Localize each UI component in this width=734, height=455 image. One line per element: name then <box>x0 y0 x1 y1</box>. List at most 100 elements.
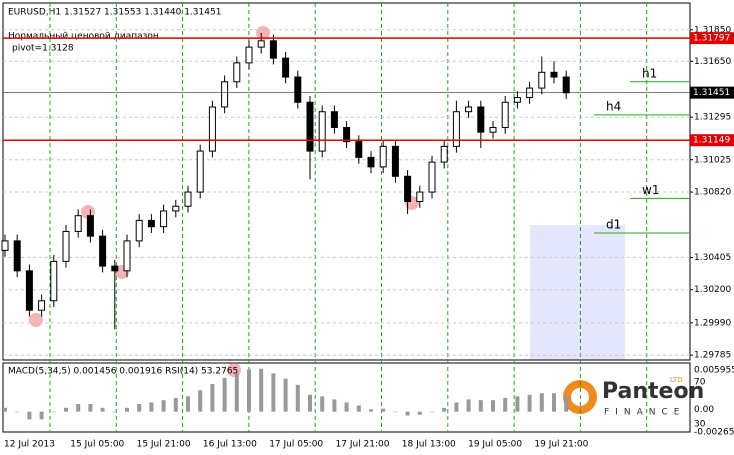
macd-bar <box>478 400 483 412</box>
macd-bar <box>491 400 495 412</box>
candle-body <box>355 141 363 158</box>
macd-bar <box>417 411 422 415</box>
candle-body <box>221 81 229 108</box>
macd-bar <box>3 407 7 412</box>
candle-body <box>477 106 485 133</box>
macd-bar <box>283 378 288 412</box>
macd-bar <box>112 411 117 413</box>
x-tick-label: 17 Jul 05:00 <box>269 440 323 450</box>
candle-body <box>501 101 509 128</box>
macd-bar <box>295 384 300 412</box>
indicator-axis-label: 0.005955 <box>694 366 734 376</box>
candle-body <box>294 76 302 103</box>
candle-body <box>452 111 460 147</box>
macd-bar <box>88 404 93 412</box>
macd-bar <box>27 411 32 420</box>
y-tick-label: 1.29785 <box>694 351 731 361</box>
logo: Panteon FINANCE LTD <box>563 376 704 418</box>
candle-body <box>184 191 192 207</box>
candle-body <box>50 260 58 302</box>
macd-bar <box>259 368 264 412</box>
candle-body <box>343 126 351 143</box>
macd-bar <box>442 407 447 412</box>
macd-bar <box>308 394 312 412</box>
macd-bar <box>39 411 44 420</box>
candle-body <box>367 156 375 168</box>
logo-sub: FINANCE <box>604 408 685 418</box>
x-tick-label: 19 Jul 21:00 <box>534 440 588 450</box>
y-tick-label: 1.30820 <box>694 188 731 198</box>
candle-body <box>318 111 326 152</box>
candle-body <box>172 205 180 212</box>
main-frame <box>2 2 691 361</box>
logo-name: Panteon <box>602 379 704 404</box>
x-tick-label: 18 Jul 13:00 <box>402 440 456 450</box>
highlight <box>256 26 270 40</box>
macd-bar <box>51 411 56 413</box>
macd-bar <box>381 408 386 412</box>
projection-zone <box>530 225 625 360</box>
candle-body <box>62 230 70 262</box>
candle-body <box>428 161 436 193</box>
candle-body <box>379 145 387 168</box>
x-tick-label: 12 Jul 2013 <box>4 440 55 450</box>
level-label: 1.31451 <box>693 88 730 98</box>
chart-title: EURUSD,H1 1.31527 1.31553 1.31440 1.3145… <box>8 8 221 18</box>
macd-bar <box>430 411 434 413</box>
indicator-axis-label: 30 <box>694 420 706 430</box>
logo-badge: LTD <box>670 376 683 384</box>
macd-bar <box>393 411 398 413</box>
candle-body <box>489 126 497 133</box>
candle-body <box>562 76 570 94</box>
annotation: Нормальный ценовой диапазон <box>8 32 159 42</box>
macd-bar <box>149 402 154 412</box>
candle-body <box>550 71 558 78</box>
y-tick-label: 1.31850 <box>694 25 731 35</box>
macd-bar <box>564 395 569 412</box>
pivot-label: h1 <box>642 66 657 80</box>
level-box <box>690 86 734 99</box>
candle-body <box>25 270 33 311</box>
macd-bar <box>186 396 190 412</box>
annotation: pivot=1.3128 <box>12 44 74 54</box>
level-box <box>690 32 734 45</box>
macd-bar <box>125 407 129 412</box>
candle-body <box>257 40 265 48</box>
candle-body <box>86 215 94 237</box>
candle-body <box>208 106 216 152</box>
macd-bar <box>76 404 81 412</box>
macd-bar <box>137 404 142 412</box>
candle-body <box>330 111 338 128</box>
candle-body <box>13 240 21 272</box>
candle-body <box>245 46 253 64</box>
macd-bar <box>369 409 373 412</box>
candle-body <box>74 215 82 232</box>
candle-body <box>123 240 131 272</box>
y-tick-label: 1.29990 <box>694 318 731 328</box>
level-label: 1.31797 <box>693 34 730 44</box>
y-tick-label: 1.31025 <box>694 155 731 165</box>
x-tick-label: 15 Jul 05:00 <box>70 440 124 450</box>
x-tick-label: 16 Jul 13:00 <box>203 440 257 450</box>
highlight <box>29 313 43 327</box>
macd-bar <box>100 407 105 412</box>
macd-bar <box>247 369 251 412</box>
y-tick-label: 1.30405 <box>694 253 731 263</box>
level-label: 1.31149 <box>693 136 730 146</box>
candle-body <box>440 145 448 163</box>
x-tick-label: 19 Jul 05:00 <box>468 440 522 450</box>
macd-bar <box>539 393 544 412</box>
candle-body <box>465 106 473 113</box>
level-box <box>690 134 734 147</box>
candle-body <box>538 71 546 89</box>
candle-body <box>135 219 143 242</box>
candle-body <box>282 57 290 78</box>
candle-body <box>513 97 521 103</box>
indicator-axis-label: 70 <box>694 378 706 388</box>
macd-bar <box>173 397 178 412</box>
candle-body <box>269 40 277 59</box>
candle-body <box>416 191 424 203</box>
x-tick-label: 15 Jul 21:00 <box>137 440 191 450</box>
macd-bar <box>552 393 556 412</box>
macd-bar <box>466 399 471 412</box>
